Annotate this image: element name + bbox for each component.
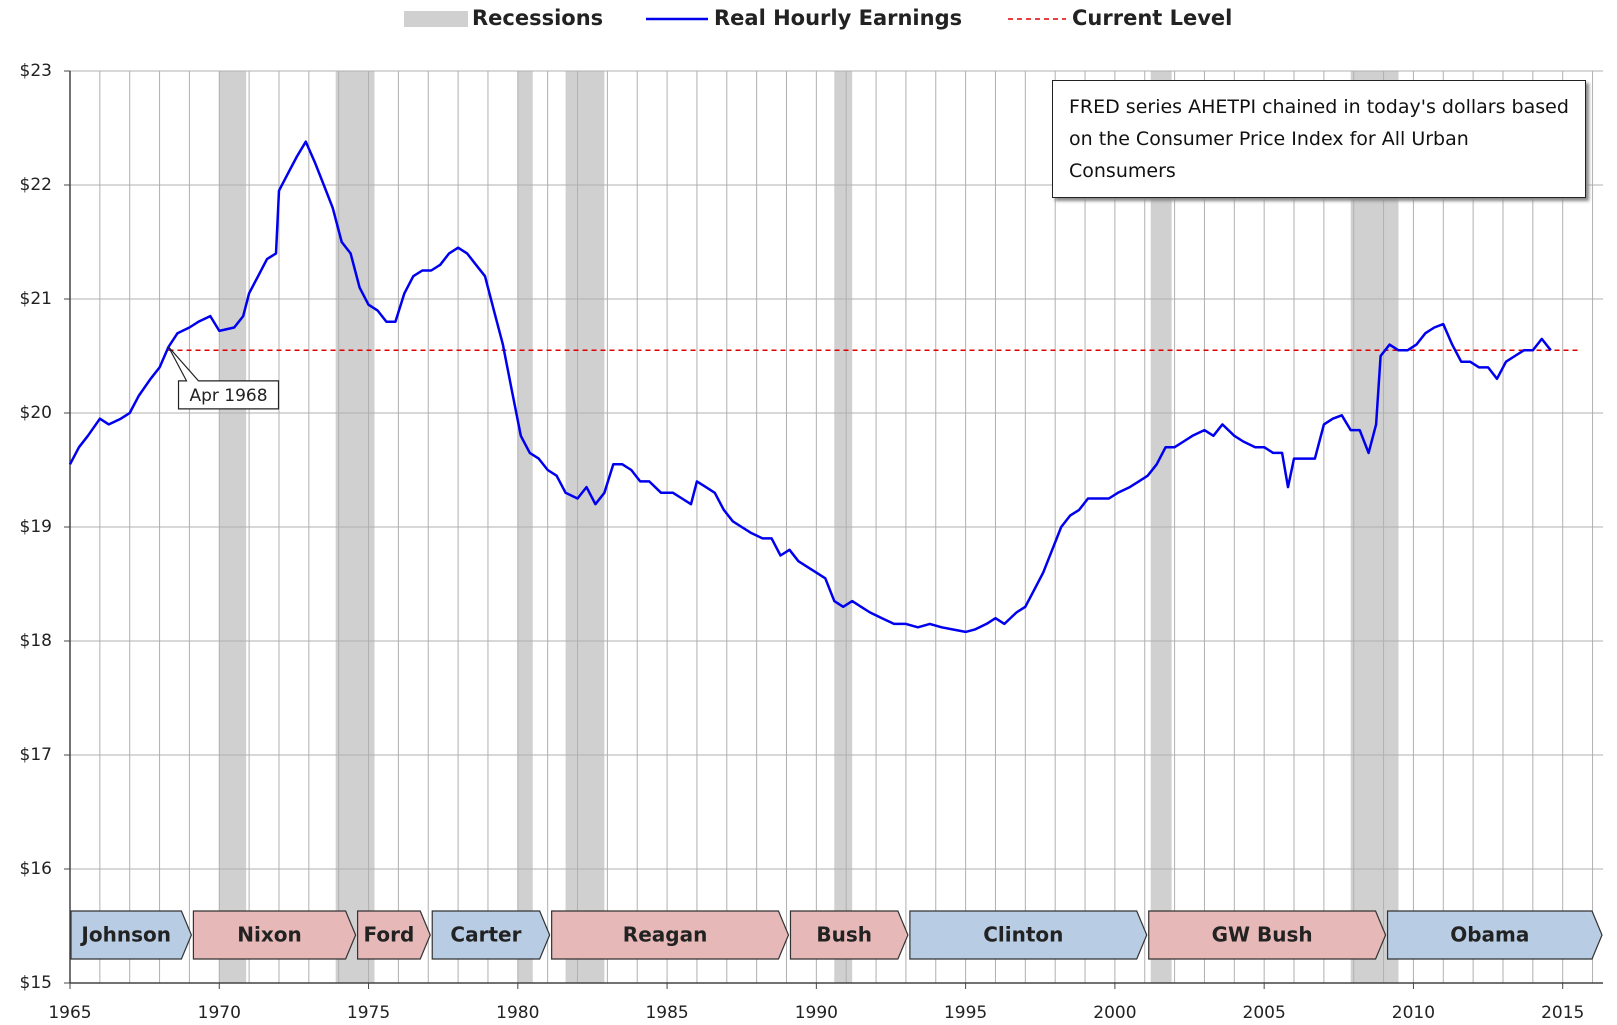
x-tick-label: 2015: [1541, 1003, 1584, 1023]
president-term: [1148, 910, 1387, 960]
president-name: Nixon: [237, 923, 301, 947]
annotation-box: [167, 346, 280, 410]
x-tick-label: 1980: [496, 1003, 539, 1023]
president-term: [431, 910, 551, 960]
president-term: [1386, 910, 1603, 960]
president-term: [551, 910, 790, 960]
earnings-line: [68, 140, 1552, 634]
y-tick-label: $18: [20, 631, 52, 651]
president-name: Johnson: [79, 923, 171, 947]
x-tick-label: 1985: [645, 1003, 688, 1023]
president-term: [789, 910, 909, 960]
president-term: [909, 910, 1148, 960]
president-name: Reagan: [623, 923, 708, 947]
y-tick-label: $15: [20, 973, 52, 993]
x-tick-label: 1965: [48, 1003, 91, 1023]
x-tick-label: 1990: [795, 1003, 838, 1023]
president-name: Obama: [1450, 923, 1529, 947]
x-tick-label: 2005: [1243, 1003, 1286, 1023]
y-tick-label: $21: [20, 289, 52, 309]
x-tick-label: 1970: [198, 1003, 241, 1023]
y-tick-label: $16: [20, 859, 52, 879]
president-name: Clinton: [983, 923, 1063, 947]
president-term: [70, 910, 193, 960]
annotation: Apr 1968: [189, 386, 267, 406]
x-tick-label: 1975: [347, 1003, 390, 1023]
y-tick-label: $20: [20, 403, 52, 423]
x-tick-label: 2010: [1392, 1003, 1435, 1023]
president-term: [192, 910, 357, 960]
president-name: Carter: [450, 923, 521, 947]
y-tick-label: $19: [20, 517, 52, 537]
note-box: FRED series AHETPI chained in today's do…: [1052, 80, 1586, 198]
president-term: [356, 910, 431, 960]
president-name: GW Bush: [1212, 923, 1313, 947]
legend-swatch: [404, 11, 468, 27]
president-name: Bush: [816, 923, 872, 947]
legend-label: Current Level: [1072, 6, 1232, 30]
x-tick-label: 1995: [944, 1003, 987, 1023]
legend-label: Real Hourly Earnings: [714, 6, 962, 30]
president-name: Ford: [364, 923, 415, 947]
y-tick-label: $17: [20, 745, 52, 765]
y-tick-label: $23: [20, 61, 52, 81]
x-tick-label: 2000: [1093, 1003, 1136, 1023]
legend-label: Recessions: [472, 6, 603, 30]
y-tick-label: $22: [20, 175, 52, 195]
